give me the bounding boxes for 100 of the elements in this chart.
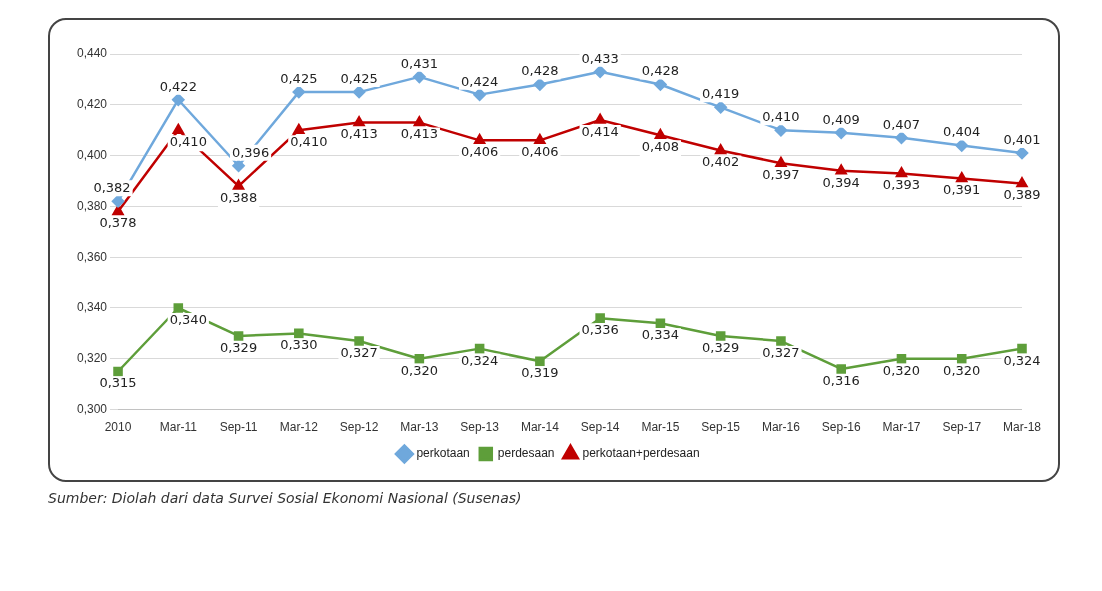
data-label: 0,388 (219, 189, 258, 205)
point (535, 356, 545, 367)
point (533, 78, 547, 91)
point (293, 123, 305, 134)
data-label: 0,378 (99, 215, 137, 231)
data-label: 0,406 (461, 144, 499, 160)
point (1015, 146, 1029, 160)
x-tick-label: Mar-14 (520, 420, 560, 435)
data-label: 0,389 (1003, 187, 1041, 203)
data-label: 0,410 (762, 109, 800, 125)
point (1016, 177, 1028, 188)
data-label: 0,320 (943, 362, 981, 378)
point (896, 354, 907, 364)
point (173, 303, 184, 313)
point (715, 331, 726, 341)
point (172, 93, 185, 106)
point (353, 116, 365, 127)
data-label: 0,406 (521, 144, 559, 160)
data-label: 0,394 (822, 174, 860, 190)
point (292, 85, 306, 99)
data-label: 0,319 (521, 365, 559, 381)
data-label: 0,336 (581, 322, 619, 338)
x-tick-label: Sep-12 (339, 420, 379, 435)
data-label: 0,402 (702, 154, 740, 170)
y-tick-label: 0,400 (77, 147, 108, 162)
data-label: 0,419 (702, 86, 740, 102)
data-label: 0,413 (340, 126, 378, 142)
data-label: 0,324 (461, 352, 499, 368)
point (473, 88, 486, 101)
point (956, 354, 967, 364)
x-tick-label: Sep-16 (821, 420, 861, 435)
point (955, 139, 968, 152)
y-tick-label: 0,320 (77, 351, 108, 366)
x-tick-label: Sep-11 (219, 420, 258, 435)
point (654, 78, 667, 91)
data-label: 0,397 (762, 167, 800, 183)
point (836, 364, 846, 374)
x-tick-label: Sep-13 (460, 420, 500, 435)
point (354, 336, 364, 346)
point (294, 328, 304, 339)
x-tick-label: Mar-12 (279, 420, 319, 435)
point (835, 164, 847, 175)
point (172, 123, 184, 134)
point (776, 336, 786, 346)
data-label: 0,425 (340, 70, 378, 86)
y-tick-label: 0,340 (77, 300, 108, 315)
data-label: 0,413 (400, 126, 438, 142)
data-label: 0,404 (943, 124, 981, 140)
point (715, 144, 727, 155)
y-tick-label: 0,420 (77, 97, 108, 112)
data-label: 0,329 (702, 339, 740, 355)
point (113, 366, 123, 377)
data-label: 0,410 (169, 134, 207, 150)
point (352, 85, 366, 99)
point (956, 172, 968, 183)
data-label: 0,410 (290, 134, 328, 150)
point (593, 65, 607, 79)
point (232, 159, 245, 173)
point (775, 156, 787, 167)
data-label: 0,324 (1003, 352, 1041, 368)
x-tick-label: Sep-14 (580, 420, 620, 435)
data-label: 0,408 (641, 139, 680, 155)
y-tick-label: 0,360 (77, 249, 108, 264)
data-label: 0,409 (822, 111, 860, 127)
x-tick-label: Sep-15 (701, 420, 741, 435)
data-label: 0,327 (340, 344, 378, 360)
point (414, 354, 425, 364)
point (232, 179, 245, 190)
data-label: 0,433 (581, 50, 619, 66)
point (895, 131, 908, 145)
point (714, 101, 727, 114)
x-tick-label: Mar-13 (400, 420, 439, 435)
data-label: 0,422 (159, 78, 197, 94)
data-label: 0,424 (461, 73, 499, 89)
x-tick-label: Mar-17 (882, 420, 921, 435)
point (595, 313, 605, 323)
x-tick-label: Sep-17 (942, 420, 982, 435)
point (774, 123, 788, 137)
point (413, 70, 426, 84)
data-label: 0,431 (400, 55, 438, 71)
data-label: 0,425 (280, 70, 318, 86)
x-tick-label: Mar-15 (641, 420, 680, 435)
y-tick-label: 0,440 (77, 46, 108, 61)
data-label: 0,327 (762, 344, 800, 360)
data-label: 0,315 (99, 375, 137, 391)
point (1017, 343, 1027, 354)
y-tick-label: 0,300 (77, 401, 108, 416)
data-label: 0,428 (521, 63, 559, 79)
text: Sumber: Diolah dari data Survei Sosial Ekonomi Nasional (Susenas) (48, 490, 523, 506)
point (834, 126, 848, 139)
data-label: 0,401 (1003, 131, 1041, 147)
data-label: 0,428 (641, 63, 680, 79)
point (895, 167, 908, 178)
data-label: 0,382 (93, 180, 131, 196)
x-tick-label: 2010 (104, 420, 132, 435)
legend-label: perdesaan (497, 446, 555, 461)
x-tick-label: Mar-16 (761, 420, 801, 435)
data-label: 0,340 (169, 311, 207, 327)
data-label: 0,329 (219, 339, 258, 355)
data-label: 0,391 (943, 182, 981, 198)
